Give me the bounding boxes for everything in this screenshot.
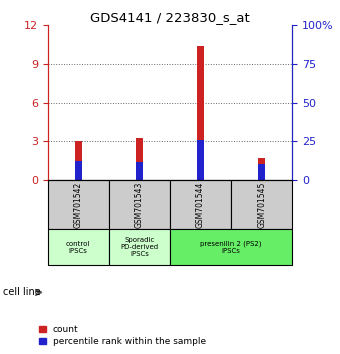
Text: GSM701544: GSM701544 xyxy=(196,182,205,228)
Bar xyxy=(48,229,109,266)
Bar xyxy=(197,46,204,181)
Bar xyxy=(258,158,266,181)
Text: presenilin 2 (PS2)
iPSCs: presenilin 2 (PS2) iPSCs xyxy=(201,240,262,254)
Text: GSM701545: GSM701545 xyxy=(257,182,266,228)
Bar xyxy=(231,181,292,229)
Legend: count, percentile rank within the sample: count, percentile rank within the sample xyxy=(38,325,206,346)
Text: cell line: cell line xyxy=(3,287,41,297)
Bar xyxy=(136,138,143,181)
Text: control
IPSCs: control IPSCs xyxy=(66,241,90,254)
Text: Sporadic
PD-derived
iPSCs: Sporadic PD-derived iPSCs xyxy=(120,237,158,257)
Bar xyxy=(74,141,82,181)
Text: GSM701542: GSM701542 xyxy=(74,182,83,228)
Bar xyxy=(197,139,204,181)
Bar xyxy=(170,229,292,266)
Bar xyxy=(109,181,170,229)
Text: GSM701543: GSM701543 xyxy=(135,182,144,228)
Bar xyxy=(170,181,231,229)
Bar xyxy=(109,229,170,266)
Bar xyxy=(74,161,82,181)
Bar xyxy=(258,164,266,181)
Bar xyxy=(48,181,109,229)
Bar xyxy=(136,162,143,181)
Title: GDS4141 / 223830_s_at: GDS4141 / 223830_s_at xyxy=(90,11,250,24)
